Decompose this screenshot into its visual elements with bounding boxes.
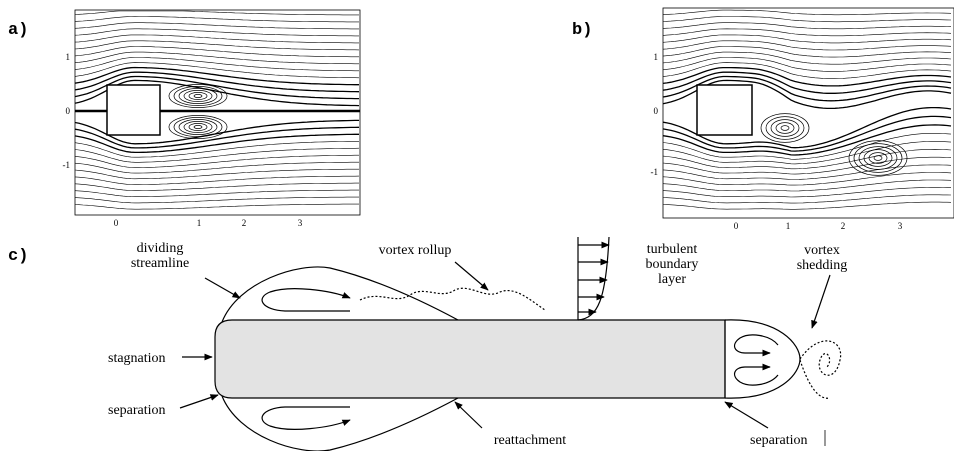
recirculation [766,117,804,140]
annotation: layer [658,272,686,287]
streamline [725,320,800,398]
annotation: dividing [137,241,184,256]
streamline [75,58,359,71]
recirculation [189,123,207,130]
streamline [75,134,359,152]
panel-label: b) [572,21,592,40]
recirculation [174,117,222,136]
page: {"panels": [ {"label": "a)", "xticks": [… [0,0,954,451]
x-tick-label: 1 [786,221,791,231]
recirculation [189,92,207,99]
streamline [663,165,951,180]
streamline [75,29,359,36]
streamline [75,169,359,179]
streamline [663,52,951,64]
streamline [75,183,359,191]
recirculation [761,114,809,143]
panel-label: a) [8,21,28,40]
streamline [75,11,359,15]
wake [800,341,841,398]
y-tick-label: -1 [651,167,659,177]
streamline [663,195,951,203]
x-tick-label: 2 [242,218,247,228]
leader [455,262,488,290]
panel-a: 0 1 2 3 1 0 -1 [63,10,361,228]
leader [455,402,482,428]
recirculation [194,125,202,128]
leader [205,278,240,298]
recirculation [874,156,882,161]
leader [725,402,768,428]
streamline [663,23,951,29]
streamline [75,35,359,43]
y-tick-label: 0 [654,106,659,116]
annotation: turbulent [647,242,698,257]
streamline [75,52,359,64]
streamline [663,35,951,43]
y-tick-label: 1 [66,52,71,62]
streamline [75,155,359,167]
x-tick-label: 0 [734,221,739,231]
x-tick-label: 2 [841,221,846,231]
streamline [75,204,359,209]
recirculation [869,153,887,164]
recirculation [174,86,222,105]
streamline [663,180,951,191]
recirculation [776,123,794,134]
profile [578,237,609,320]
panel-label: c) [8,247,28,266]
streamline [75,16,359,22]
annotation: shedding [797,258,848,273]
streamline [75,197,359,203]
recirculation [194,94,202,97]
streamline [663,58,951,72]
panel-b: 0 1 2 3 1 0 -1 [651,8,954,231]
annotation: vortex rollup [379,243,452,258]
recirculation [781,126,789,131]
leader [180,395,218,408]
streamline [663,141,951,164]
x-tick-label: 1 [197,218,202,228]
leader [812,275,830,328]
streamline [663,17,951,22]
x-tick-label: 0 [114,218,119,228]
recirculation [169,115,227,138]
streamline [663,29,951,36]
recirculation [735,335,778,353]
recirculation [735,367,778,385]
figure: a) b) c) 0 1 2 3 1 0 -1 0 1 2 3 1 0 -1 dividingstrea… [0,0,954,451]
panel-c: dividingstreamline vortex rollup turbulent… [108,237,847,451]
streamline [663,47,951,58]
x-tick-label: 3 [298,218,303,228]
recirculation [859,147,897,170]
annotation: streamline [131,256,189,271]
annotation: stagnation [108,351,166,366]
y-tick-label: -1 [63,160,71,170]
rollup [360,288,545,310]
body [107,85,160,135]
body [697,85,752,135]
streamline [75,190,359,197]
recirculation [849,141,907,176]
annotation: vortex [804,243,840,258]
body [215,320,725,398]
y-tick-label: 0 [66,106,71,116]
recirculation [262,407,350,429]
x-tick-label: 3 [898,221,903,231]
annotation: boundary [646,257,699,272]
streamline [663,10,951,15]
recirculation [771,120,799,137]
recirculation [262,289,350,311]
y-tick-label: 1 [654,52,659,62]
streamline [75,162,359,173]
annotation: separation [108,403,166,418]
recirculation [854,144,902,173]
annotation: reattachment [494,433,566,448]
streamline [75,23,359,29]
streamline [75,47,359,57]
streamline [663,202,951,209]
annotation: separation [750,433,808,448]
